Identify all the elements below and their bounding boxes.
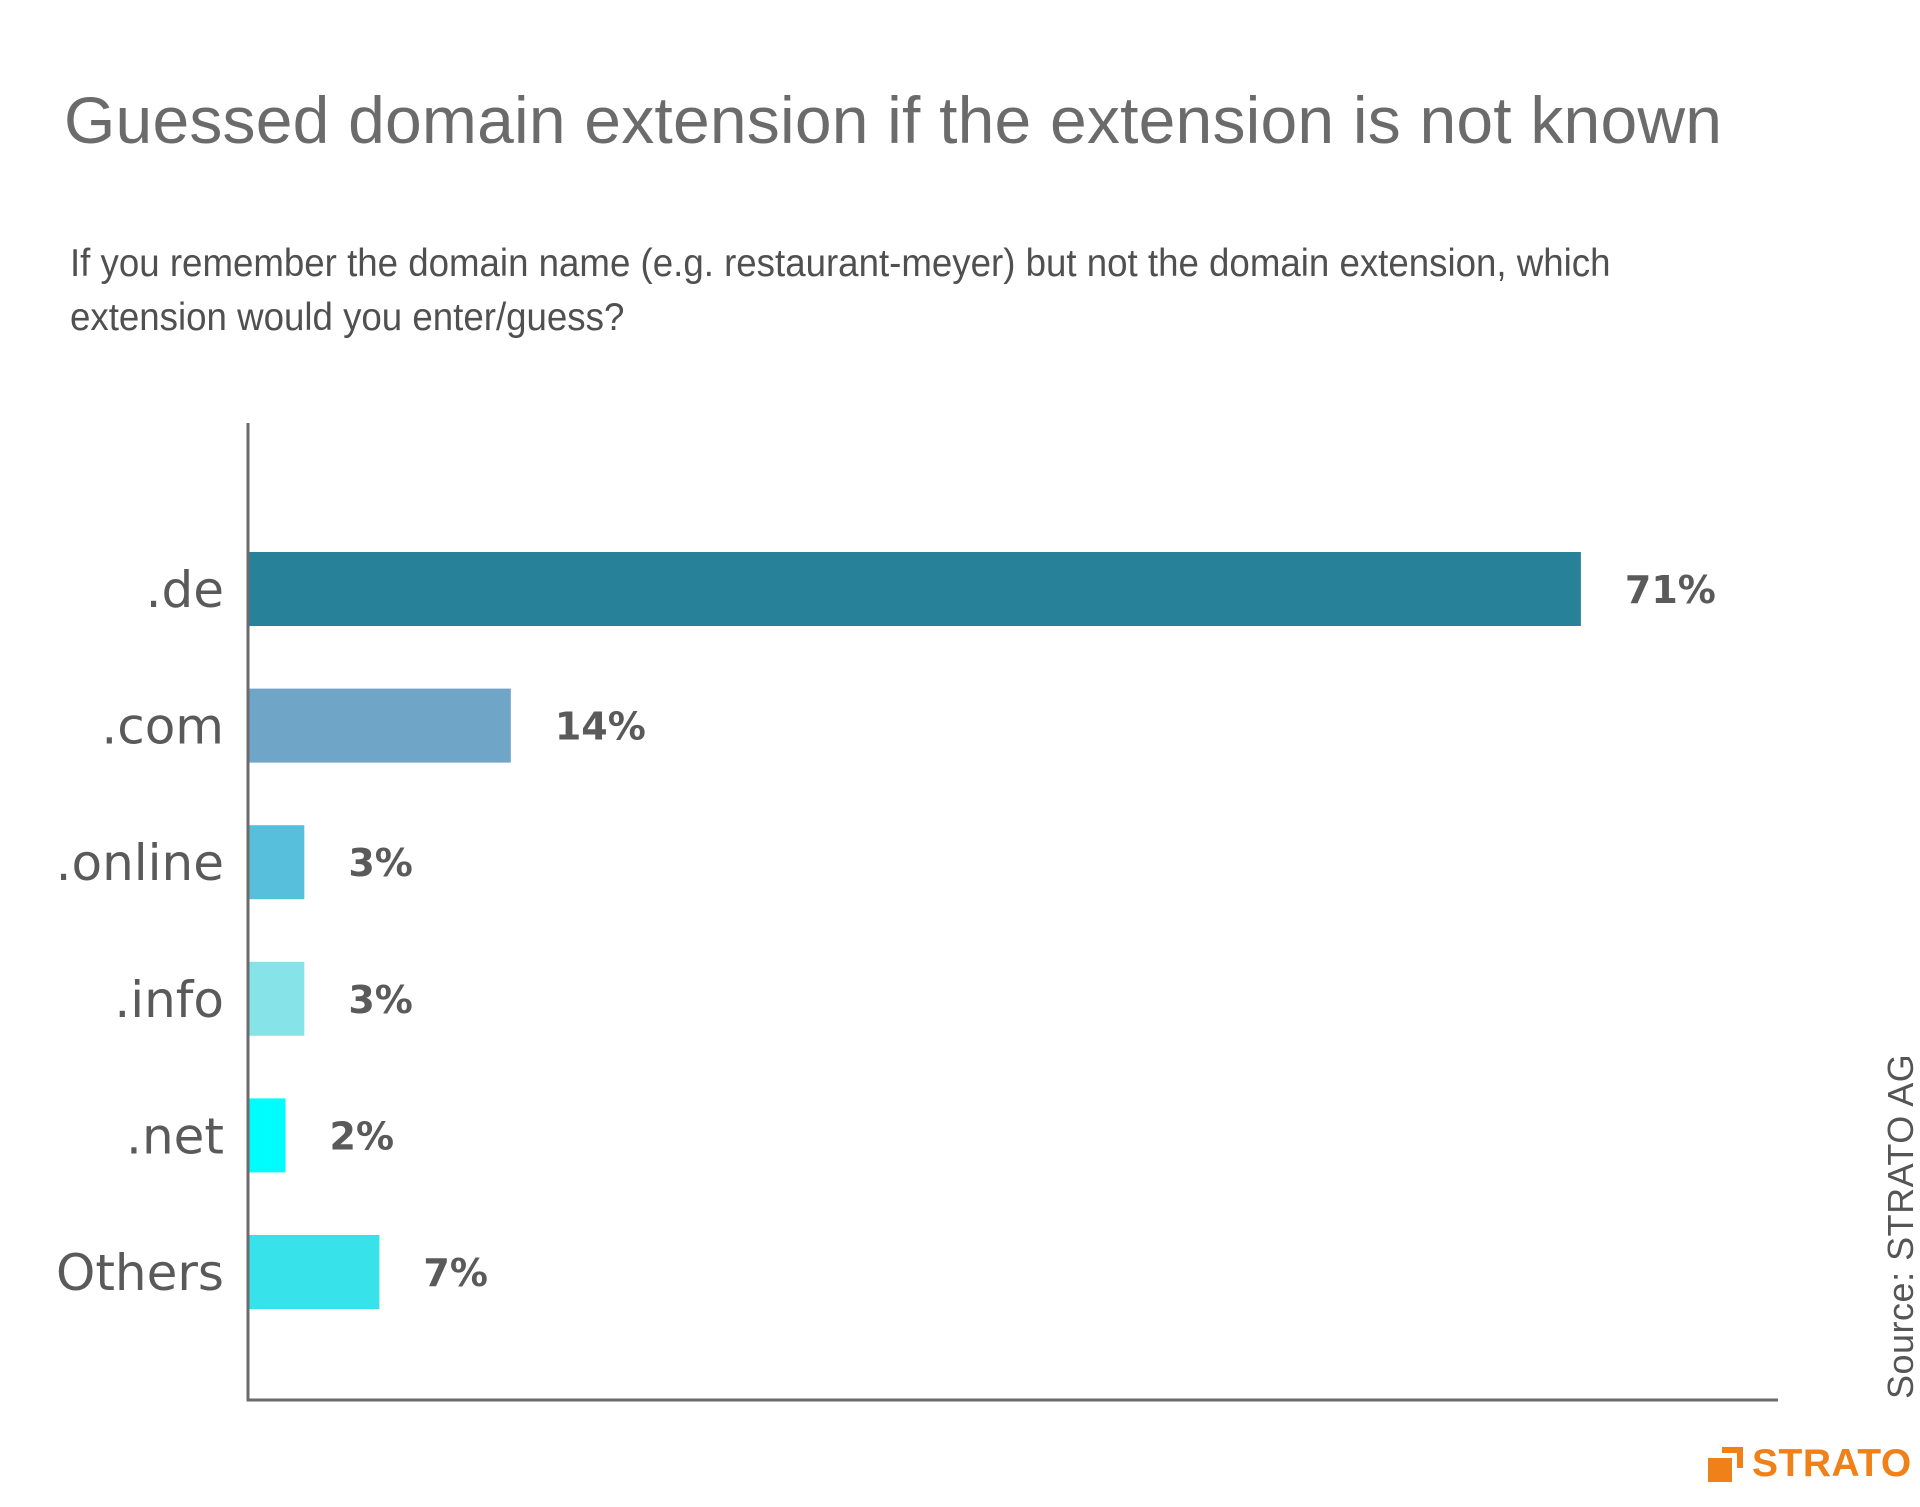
- strato-logo-text: STRATO: [1752, 1442, 1912, 1485]
- value-label-com: 14%: [555, 705, 646, 749]
- chart-subtitle: If you remember the domain name (e.g. re…: [70, 242, 1611, 339]
- value-label-de: 71%: [1625, 568, 1716, 612]
- category-label-net: .net: [126, 1107, 224, 1165]
- category-label-info: .info: [114, 971, 224, 1029]
- value-label-others: 7%: [423, 1251, 488, 1295]
- strato-logo: STRATO: [1708, 1442, 1912, 1486]
- category-label-de: .de: [146, 561, 224, 619]
- bar-de: [248, 552, 1581, 626]
- value-label-online: 3%: [348, 841, 413, 885]
- value-label-net: 2%: [330, 1114, 395, 1158]
- bar-others: [248, 1235, 380, 1309]
- bar-info: [248, 961, 305, 1036]
- value-label-info: 3%: [348, 978, 413, 1022]
- bar-net: [248, 1098, 286, 1173]
- strato-logo-icon: [1708, 1447, 1743, 1482]
- chart-title: Guessed domain extension if the extensio…: [64, 83, 1723, 157]
- category-label-others: Others: [56, 1244, 224, 1302]
- category-label-online: .online: [56, 834, 224, 892]
- category-label-com: .com: [101, 698, 224, 756]
- bar-com: [248, 688, 511, 763]
- bar-online: [248, 825, 305, 900]
- source-note: Source: STRATO AG: [1880, 1053, 1920, 1399]
